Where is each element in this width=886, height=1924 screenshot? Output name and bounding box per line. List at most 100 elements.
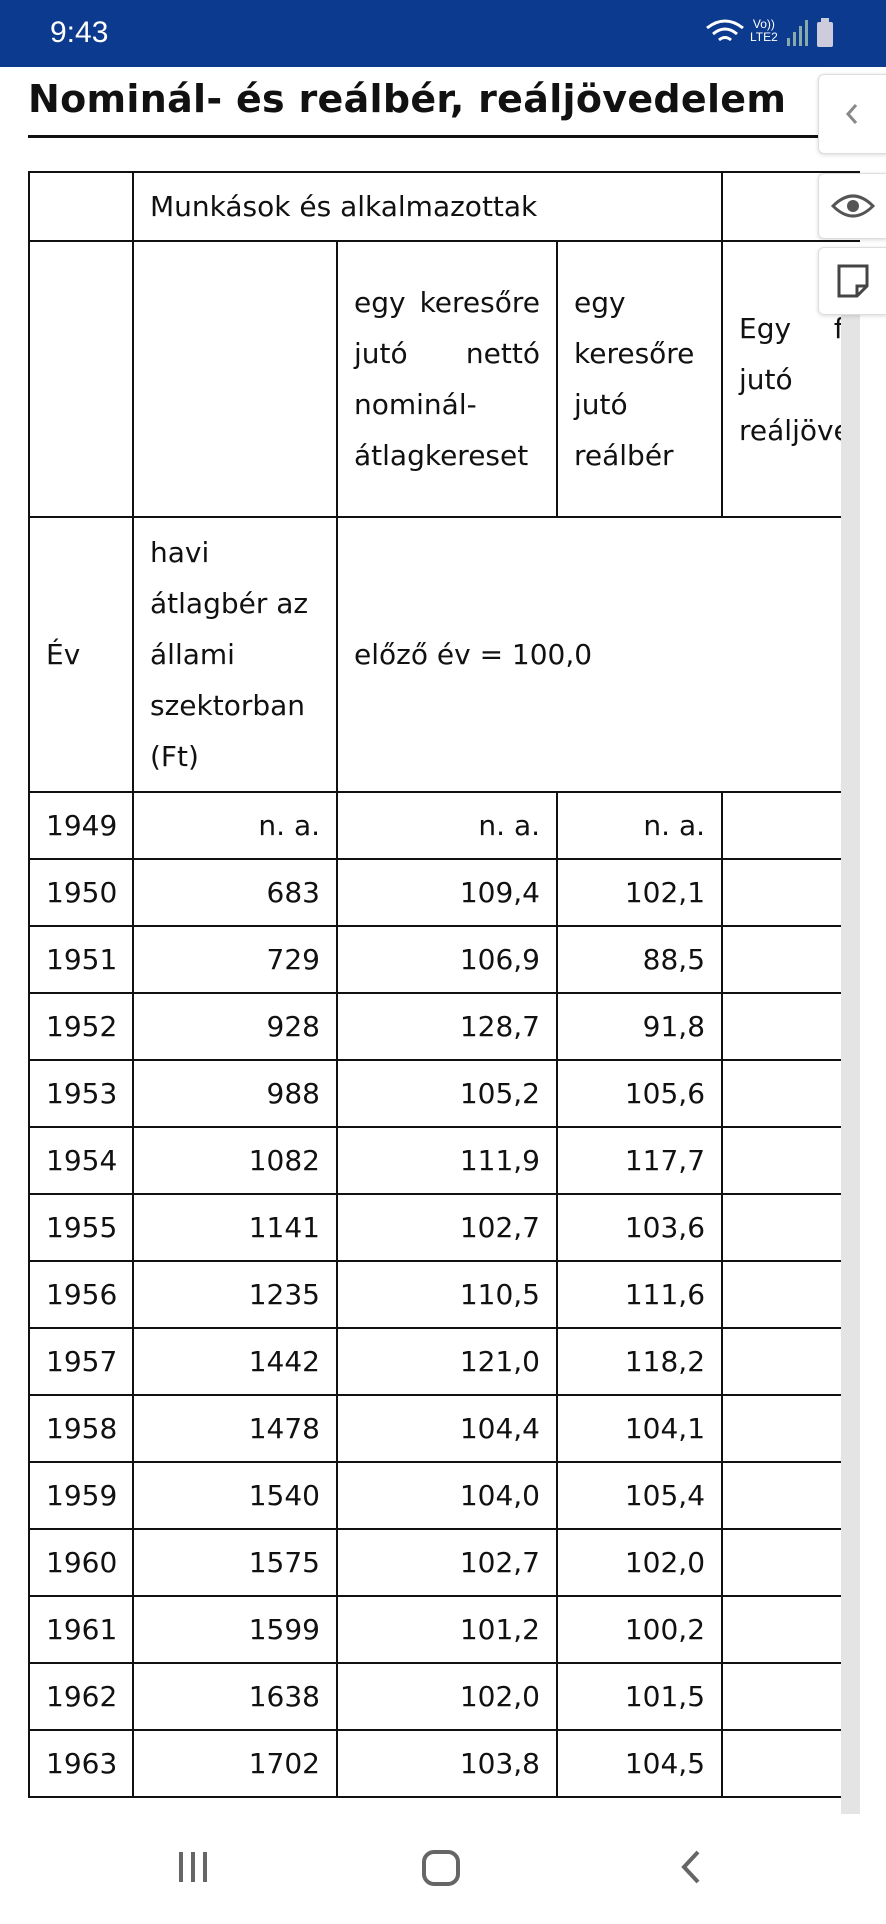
value-cell: 105,2 xyxy=(336,1059,558,1128)
column-header-text: Egy főre jutó reáljövedelem xyxy=(739,311,860,447)
value-cell: 102,7 xyxy=(336,1193,558,1262)
value-cell: 105,4 xyxy=(555,1461,724,1530)
value-cell: 111,9 xyxy=(336,1126,558,1195)
note-icon xyxy=(837,264,869,298)
view-button[interactable] xyxy=(818,173,886,239)
value-cell: 128,7 xyxy=(336,992,558,1061)
signal-icon xyxy=(787,20,808,46)
value-cell: 105,6 xyxy=(555,1059,724,1128)
value-cell: 101,5 xyxy=(555,1662,724,1731)
column-header: Év xyxy=(28,516,134,793)
data-row: 1956 1235 110,5 111,6 xyxy=(28,1260,860,1329)
year-cell: 1959 xyxy=(28,1461,134,1530)
value-cell: 729 xyxy=(132,925,338,994)
value-cell: 1141 xyxy=(132,1193,338,1262)
value-cell: n. a. xyxy=(336,791,558,860)
cell xyxy=(132,240,338,518)
column-header: egy keresőre jutó reálbér xyxy=(555,240,724,518)
value-cell: 100,2 xyxy=(555,1595,724,1664)
data-row: 1961 1599 101,2 100,2 xyxy=(28,1595,860,1664)
value-cell: 683 xyxy=(132,858,338,927)
value-cell xyxy=(721,1260,860,1329)
value-cell: 118,2 xyxy=(555,1327,724,1396)
network-top: Vo)) xyxy=(752,17,775,31)
value-cell: 1702 xyxy=(132,1729,338,1798)
year-cell: 1963 xyxy=(28,1729,134,1798)
year-cell: 1949 xyxy=(28,791,134,860)
year-cell: 1952 xyxy=(28,992,134,1061)
value-cell: 1235 xyxy=(132,1260,338,1329)
value-cell: 1599 xyxy=(132,1595,338,1664)
data-row: 1952 928 128,7 91,8 xyxy=(28,992,860,1061)
value-cell xyxy=(721,791,860,860)
value-cell: 1540 xyxy=(132,1461,338,1530)
value-cell xyxy=(721,1126,860,1195)
value-cell: 1082 xyxy=(132,1126,338,1195)
value-cell: 102,1 xyxy=(555,858,724,927)
content: Nominál- és reálbér, reáljövedelem Munká… xyxy=(0,67,886,1814)
value-cell: 110,5 xyxy=(336,1260,558,1329)
header-row: Év havi átlagbér az állami szektorban (Ft… xyxy=(28,516,860,793)
cell xyxy=(28,240,134,518)
value-cell xyxy=(721,925,860,994)
value-cell: 104,1 xyxy=(555,1394,724,1463)
value-cell: 1638 xyxy=(132,1662,338,1731)
data-row: 1960 1575 102,7 102,0 xyxy=(28,1528,860,1597)
value-cell: n. a. xyxy=(555,791,724,860)
year-cell: 1950 xyxy=(28,858,134,927)
value-cell xyxy=(721,1059,860,1128)
value-cell: 1575 xyxy=(132,1528,338,1597)
year-cell: 1953 xyxy=(28,1059,134,1128)
wifi-icon xyxy=(706,19,744,42)
value-cell: 928 xyxy=(132,992,338,1061)
year-cell: 1956 xyxy=(28,1260,134,1329)
value-cell: 109,4 xyxy=(336,858,558,927)
data-row: 1963 1702 103,8 104,5 xyxy=(28,1729,860,1798)
title-rule xyxy=(28,135,818,138)
value-cell xyxy=(721,1528,860,1597)
back-button[interactable] xyxy=(681,1850,700,1884)
year-cell: 1951 xyxy=(28,925,134,994)
value-cell: 111,6 xyxy=(555,1260,724,1329)
year-cell: 1960 xyxy=(28,1528,134,1597)
data-row: 1958 1478 104,4 104,1 xyxy=(28,1394,860,1463)
value-cell xyxy=(721,1327,860,1396)
value-cell xyxy=(721,992,860,1061)
value-cell: 88,5 xyxy=(555,925,724,994)
wage-table: Munkások és alkalmazottak egy keresőre j… xyxy=(28,171,860,1798)
value-cell: 104,0 xyxy=(336,1461,558,1530)
nav-icons xyxy=(179,1850,700,1886)
value-cell xyxy=(721,858,860,927)
value-cell xyxy=(721,1461,860,1530)
data-row: 1951 729 106,9 88,5 xyxy=(28,925,860,994)
data-row: 1959 1540 104,0 105,4 xyxy=(28,1461,860,1530)
year-cell: 1962 xyxy=(28,1662,134,1731)
battery-icon xyxy=(817,18,833,47)
year-cell: 1958 xyxy=(28,1394,134,1463)
group-header: Munkások és alkalmazottak xyxy=(131,171,724,242)
collapse-button[interactable] xyxy=(818,74,886,154)
value-cell: 106,9 xyxy=(336,925,558,994)
note-button[interactable] xyxy=(818,247,886,315)
year-cell: 1957 xyxy=(28,1327,134,1396)
data-row: 1950 683 109,4 102,1 xyxy=(28,858,860,927)
header-row: Munkások és alkalmazottak xyxy=(28,171,860,242)
year-cell: 1954 xyxy=(28,1126,134,1195)
value-cell xyxy=(721,1662,860,1731)
clock: 9:43 xyxy=(50,16,109,49)
network-label: Vo)) LTE2 xyxy=(750,18,778,44)
data-row: 1962 1638 102,0 101,5 xyxy=(28,1662,860,1731)
scrollbar xyxy=(841,308,860,1814)
value-cell: 104,4 xyxy=(336,1394,558,1463)
value-cell: 101,2 xyxy=(336,1595,558,1664)
home-button[interactable] xyxy=(422,1850,460,1886)
column-header: havi átlagbér az állami szektorban (Ft) xyxy=(132,516,338,793)
data-row: 1957 1442 121,0 118,2 xyxy=(28,1327,860,1396)
status-bar: 9:43 Vo)) LTE2 xyxy=(0,0,886,67)
column-header: egy keresőre jutó nettó nominál-átlagker… xyxy=(336,240,558,518)
value-cell xyxy=(721,1729,860,1798)
recents-button[interactable] xyxy=(179,1852,207,1882)
nav-bar xyxy=(0,1814,886,1920)
value-cell: n. a. xyxy=(132,791,338,860)
